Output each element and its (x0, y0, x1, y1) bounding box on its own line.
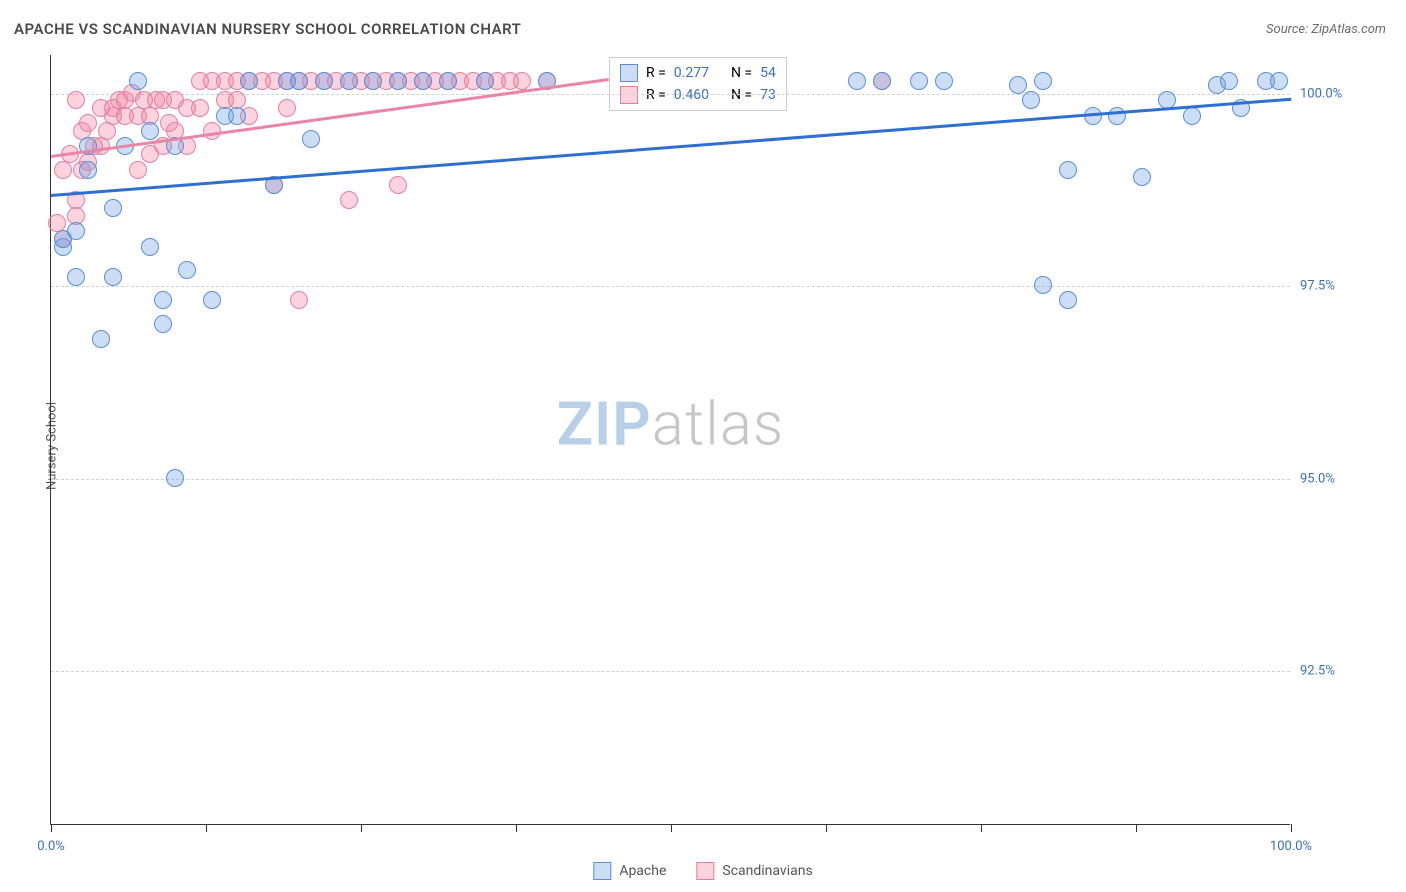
point-scand (54, 161, 72, 179)
grid-line (51, 671, 1290, 672)
legend-swatch-scand (696, 862, 714, 880)
point-apache (1108, 107, 1126, 125)
point-scand (67, 91, 85, 109)
xtick (51, 824, 52, 832)
point-apache (1022, 91, 1040, 109)
stats-n-value-apache: 54 (760, 65, 776, 81)
point-apache (315, 72, 333, 90)
xtick (1291, 824, 1292, 832)
xtick (826, 824, 827, 832)
stats-n-label: N = (731, 87, 752, 103)
watermark-atlas: atlas (652, 389, 785, 460)
point-apache (104, 268, 122, 286)
stats-box: R = 0.277 N = 54 R = 0.460 N = 73 (609, 57, 787, 111)
point-apache (1183, 107, 1201, 125)
point-scand (191, 99, 209, 117)
point-apache (873, 72, 891, 90)
point-apache (67, 268, 85, 286)
point-apache (389, 72, 407, 90)
xtick-label: 100.0% (1270, 839, 1312, 854)
legend-label-scand: Scandinavians (722, 863, 812, 879)
xtick (361, 824, 362, 832)
xtick (671, 824, 672, 832)
point-apache (1270, 72, 1288, 90)
plot-area: ZIPatlas R = 0.277 N = 54 R = 0.460 N = … (50, 55, 1290, 825)
point-scand (340, 191, 358, 209)
ytick-label: 100.0% (1300, 86, 1370, 101)
point-apache (848, 72, 866, 90)
stats-r-label: R = (646, 65, 666, 81)
point-apache (364, 72, 382, 90)
stats-r-value-apache: 0.277 (674, 65, 709, 81)
stats-swatch-scand (620, 86, 638, 104)
point-apache (1059, 291, 1077, 309)
xtick (206, 824, 207, 832)
point-apache (240, 72, 258, 90)
point-scand (290, 291, 308, 309)
point-apache (340, 72, 358, 90)
point-apache (228, 107, 246, 125)
point-apache (1034, 72, 1052, 90)
point-apache (178, 261, 196, 279)
point-apache (414, 72, 432, 90)
ytick-label: 97.5% (1300, 279, 1370, 294)
point-apache (935, 72, 953, 90)
point-apache (302, 130, 320, 148)
point-apache (166, 469, 184, 487)
point-apache (439, 72, 457, 90)
point-apache (1220, 72, 1238, 90)
point-apache (104, 199, 122, 217)
legend-item-apache: Apache (593, 862, 666, 880)
point-scand (278, 99, 296, 117)
point-apache (476, 72, 494, 90)
point-apache (1133, 168, 1151, 186)
legend-swatch-apache (593, 862, 611, 880)
point-apache (290, 72, 308, 90)
xtick-label: 0.0% (37, 839, 65, 854)
chart-title: APACHE VS SCANDINAVIAN NURSERY SCHOOL CO… (14, 20, 521, 38)
ytick-label: 92.5% (1300, 664, 1370, 679)
point-apache (203, 291, 221, 309)
watermark: ZIPatlas (557, 389, 785, 460)
point-scand (513, 72, 531, 90)
point-apache (141, 122, 159, 140)
point-scand (98, 122, 116, 140)
point-apache (92, 330, 110, 348)
point-scand (389, 176, 407, 194)
ytick-label: 95.0% (1300, 471, 1370, 486)
legend-label-apache: Apache (619, 863, 666, 879)
point-apache (1059, 161, 1077, 179)
source-label: Source: ZipAtlas.com (1266, 22, 1386, 37)
point-apache (129, 72, 147, 90)
point-scand (129, 161, 147, 179)
legend-item-scand: Scandinavians (696, 862, 812, 880)
watermark-zip: ZIP (557, 389, 652, 460)
stats-swatch-apache (620, 64, 638, 82)
stats-r-label: R = (646, 87, 666, 103)
point-apache (154, 291, 172, 309)
point-apache (1009, 76, 1027, 94)
stats-n-value-scand: 73 (760, 87, 776, 103)
xtick (516, 824, 517, 832)
stats-r-value-scand: 0.460 (674, 87, 709, 103)
stats-row-scand: R = 0.460 N = 73 (620, 84, 776, 106)
point-apache (154, 315, 172, 333)
xtick (1136, 824, 1137, 832)
stats-n-label: N = (731, 65, 752, 81)
grid-line (51, 479, 1290, 480)
point-apache (141, 238, 159, 256)
point-scand (79, 114, 97, 132)
point-apache (910, 72, 928, 90)
point-apache (79, 161, 97, 179)
stats-row-apache: R = 0.277 N = 54 (620, 62, 776, 84)
grid-line (51, 286, 1290, 287)
point-apache (67, 222, 85, 240)
point-apache (1034, 276, 1052, 294)
legend: Apache Scandinavians (593, 862, 812, 880)
xtick (981, 824, 982, 832)
